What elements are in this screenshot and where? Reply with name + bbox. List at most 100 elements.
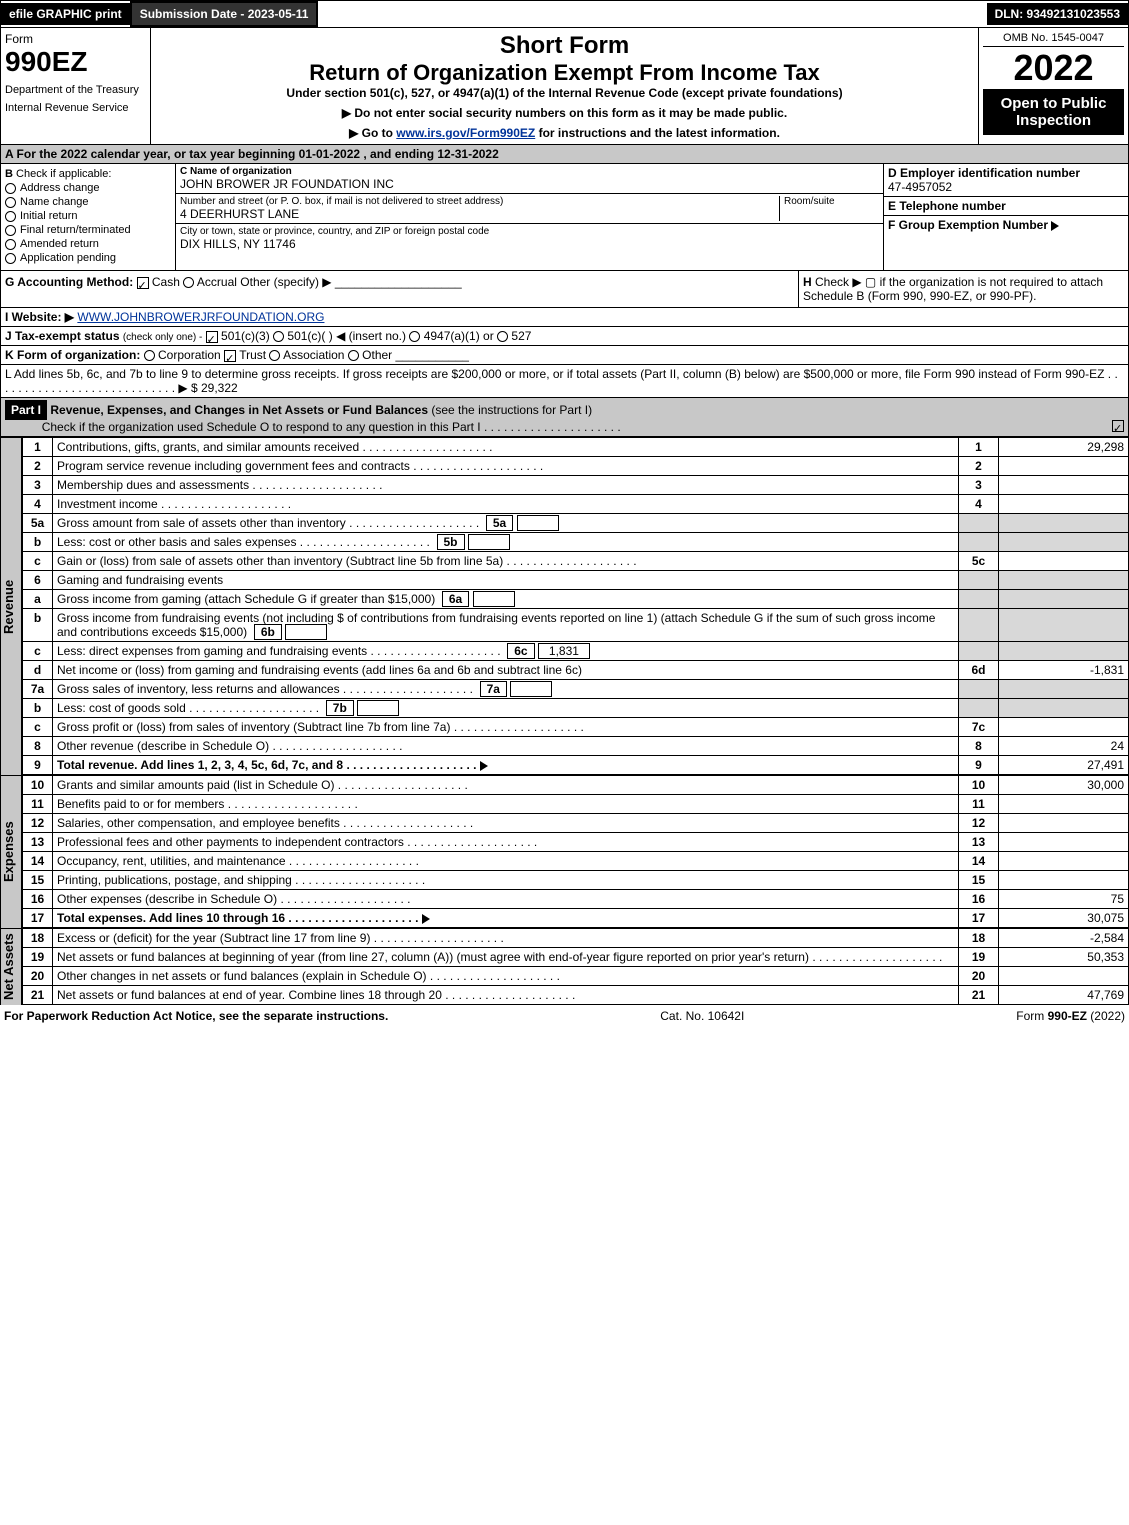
l7a-sub: 7a <box>480 681 507 697</box>
section-i: I Website: ▶ WWW.JOHNBROWERJRFOUNDATION.… <box>0 308 1129 327</box>
department: Department of the Treasury <box>5 84 146 96</box>
l-arrow: ▶ $ <box>178 381 197 395</box>
section-gh: G Accounting Method: Cash Accrual Other … <box>0 271 1129 308</box>
l9-d: Total revenue. Add lines 1, 2, 3, 4, 5c,… <box>57 758 476 772</box>
h-text: Check ▶ ▢ if the organization is not req… <box>803 275 1103 303</box>
revenue-table: 1Contributions, gifts, grants, and simil… <box>22 437 1129 775</box>
chk-accrual[interactable] <box>183 277 194 288</box>
l6a-d: Gross income from gaming (attach Schedul… <box>57 592 435 606</box>
l21-n: 21 <box>23 986 53 1005</box>
l9-n: 9 <box>23 756 53 775</box>
chk-amended[interactable] <box>5 239 16 250</box>
g-other: Other (specify) ▶ <box>240 275 331 289</box>
d-label: D Employer identification number <box>888 166 1080 180</box>
l5a-n: 5a <box>23 514 53 533</box>
l12-amt <box>999 814 1129 833</box>
footer-right: Form 990-EZ (2022) <box>1016 1009 1125 1023</box>
l18-n: 18 <box>23 929 53 948</box>
l6c-gray <box>959 642 999 661</box>
l6b-n: b <box>23 609 53 642</box>
b-label: B <box>5 168 13 180</box>
l17-amt: 30,075 <box>999 909 1129 928</box>
l19-n: 19 <box>23 948 53 967</box>
header-left: Form 990EZ Department of the Treasury In… <box>1 28 151 144</box>
chk-pending[interactable] <box>5 253 16 264</box>
l5b-sub: 5b <box>437 534 465 550</box>
l11-n: 11 <box>23 795 53 814</box>
l20-amt <box>999 967 1129 986</box>
l6-d: Gaming and fundraising events <box>53 571 959 590</box>
l2-n: 2 <box>23 457 53 476</box>
l14-amt <box>999 852 1129 871</box>
j-o2: 501(c)( ) <box>287 329 332 343</box>
form-word: Form <box>5 32 146 46</box>
l10-d: Grants and similar amounts paid (list in… <box>53 776 959 795</box>
l5c-d: Gain or (loss) from sale of assets other… <box>53 552 959 571</box>
chk-501c[interactable] <box>273 331 284 342</box>
revenue-label: Revenue <box>0 437 22 775</box>
i-label: I Website: ▶ <box>5 310 74 324</box>
chk-527[interactable] <box>497 331 508 342</box>
c-name-label: C Name of organization <box>180 166 292 177</box>
opt-initial: Initial return <box>20 210 77 222</box>
chk-cash[interactable] <box>137 277 149 289</box>
part1-label: Part I <box>5 400 47 420</box>
note-ssn: ▶ Do not enter social security numbers o… <box>155 106 974 120</box>
chk-4947[interactable] <box>409 331 420 342</box>
chk-final[interactable] <box>5 225 16 236</box>
l6-gray2 <box>999 571 1129 590</box>
l7c-num: 7c <box>959 718 999 737</box>
chk-corp[interactable] <box>144 350 155 361</box>
j-o2b: ◀ (insert no.) <box>336 329 406 343</box>
block-bcdef: B Check if applicable: Address change Na… <box>0 164 1129 271</box>
short-form-title: Short Form <box>155 32 974 60</box>
l5a-sub: 5a <box>486 515 513 531</box>
footer-left: For Paperwork Reduction Act Notice, see … <box>4 1009 388 1023</box>
l20-num: 20 <box>959 967 999 986</box>
l18-d: Excess or (deficit) for the year (Subtra… <box>53 929 959 948</box>
l7a-d: Gross sales of inventory, less returns a… <box>57 682 473 696</box>
l5b-gray2 <box>999 533 1129 552</box>
col-def: D Employer identification number 47-4957… <box>883 164 1128 270</box>
l6d-num: 6d <box>959 661 999 680</box>
chk-address[interactable] <box>5 183 16 194</box>
org-name: JOHN BROWER JR FOUNDATION INC <box>180 177 879 191</box>
chk-part1[interactable] <box>1112 420 1124 432</box>
efile-label[interactable]: efile GRAPHIC print <box>1 3 130 25</box>
irs-label: Internal Revenue Service <box>5 102 146 114</box>
k-o4: Other <box>362 348 392 362</box>
l5b-d: Less: cost or other basis and sales expe… <box>57 535 430 549</box>
chk-other[interactable] <box>348 350 359 361</box>
l7b-d: Less: cost of goods sold <box>57 701 319 715</box>
l6a-sub: 6a <box>442 591 469 607</box>
main-title: Return of Organization Exempt From Incom… <box>155 60 974 86</box>
l6d-d: Net income or (loss) from gaming and fun… <box>53 661 959 680</box>
footer-center: Cat. No. 10642I <box>660 1009 744 1023</box>
l6b-d: Gross income from fundraising events (no… <box>57 611 935 639</box>
l14-d: Occupancy, rent, utilities, and maintena… <box>53 852 959 871</box>
top-bar: efile GRAPHIC print Submission Date - 20… <box>0 0 1129 28</box>
irs-link[interactable]: www.irs.gov/Form990EZ <box>396 126 535 140</box>
form-number: 990EZ <box>5 46 146 78</box>
l16-d: Other expenses (describe in Schedule O) <box>53 890 959 909</box>
expenses-section: Expenses 10Grants and similar amounts pa… <box>0 775 1129 928</box>
chk-assoc[interactable] <box>269 350 280 361</box>
l7b-gray2 <box>999 699 1129 718</box>
l20-n: 20 <box>23 967 53 986</box>
form-header: Form 990EZ Department of the Treasury In… <box>0 28 1129 145</box>
l7b-gray <box>959 699 999 718</box>
l10-num: 10 <box>959 776 999 795</box>
l5a-gray2 <box>999 514 1129 533</box>
chk-initial[interactable] <box>5 211 16 222</box>
chk-501c3[interactable] <box>206 331 218 343</box>
expenses-label: Expenses <box>0 775 22 928</box>
k-o1: Corporation <box>158 348 221 362</box>
l16-num: 16 <box>959 890 999 909</box>
website-link[interactable]: WWW.JOHNBROWERJRFOUNDATION.ORG <box>77 310 324 324</box>
chk-trust[interactable] <box>224 350 236 362</box>
l5b-subamt <box>468 534 510 550</box>
tax-year: 2022 <box>983 47 1124 89</box>
l18-num: 18 <box>959 929 999 948</box>
part1-sub: (see the instructions for Part I) <box>431 403 592 417</box>
chk-name[interactable] <box>5 197 16 208</box>
